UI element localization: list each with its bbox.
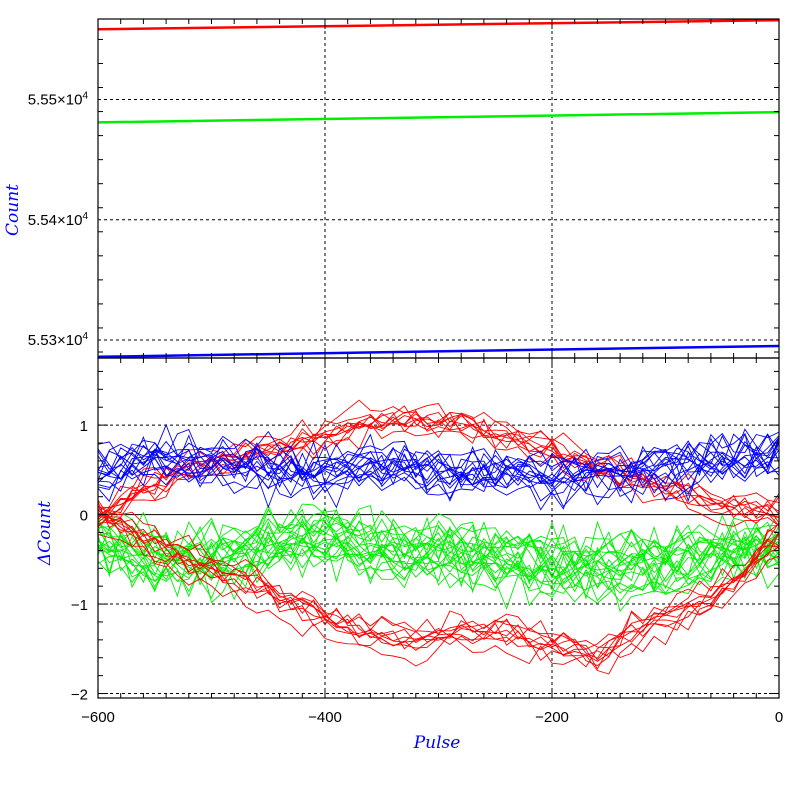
trace-line <box>98 429 779 485</box>
trace-line <box>98 434 779 493</box>
x-tick-label: −600 <box>81 709 115 726</box>
y-tick-exponent: 4 <box>82 211 88 222</box>
y-tick-exponent: 4 <box>82 331 88 342</box>
trace-line <box>98 526 779 600</box>
trace-line <box>98 433 779 484</box>
x-tick-label: −400 <box>308 709 342 726</box>
y-tick-label: −1 <box>71 597 88 614</box>
bottom-panel: −2 −1 0 1 <box>71 357 780 704</box>
y-tick-label: 5.53×104 <box>28 331 89 349</box>
trace-line <box>98 411 779 518</box>
y-tick-label: 5.55×104 <box>28 91 89 109</box>
y-tick-exponent: 4 <box>82 91 88 102</box>
trace-line <box>98 533 779 675</box>
trace-line <box>98 523 779 593</box>
series-line <box>97 110 780 124</box>
y-tick-mantissa: 5.53×10 <box>28 332 83 349</box>
trace-line <box>98 423 779 481</box>
x-tick-label: 0 <box>775 709 783 726</box>
x-axis: −600 −400 −200 0 <box>81 19 783 726</box>
trace-line <box>98 412 779 524</box>
top-y-axis-title: Count <box>3 184 23 236</box>
trace-layer <box>98 399 779 675</box>
trace-line <box>98 508 779 591</box>
trace-line <box>98 509 779 668</box>
trace-line <box>98 524 779 593</box>
trace-line <box>98 540 779 607</box>
trace-line <box>98 508 779 661</box>
trace-line <box>98 534 779 603</box>
y-tick-label: 5.54×104 <box>28 211 89 229</box>
trace-line <box>98 505 779 650</box>
y-tick-mantissa: 5.55×10 <box>28 92 83 109</box>
x-tick-label: −200 <box>535 709 569 726</box>
trace-line <box>98 399 779 511</box>
trace-line <box>98 435 779 489</box>
trace-line <box>98 437 779 500</box>
y-tick-label: −2 <box>71 687 88 704</box>
x-axis-title: Pulse <box>413 733 461 753</box>
trace-line <box>98 506 779 659</box>
trace-line <box>98 433 779 489</box>
trace-line <box>98 510 779 579</box>
trace-line <box>98 533 779 593</box>
bottom-y-axis-title: ΔCount <box>35 501 55 566</box>
plot-frame <box>97 18 780 359</box>
y-tick-label: 1 <box>80 418 88 435</box>
trace-line <box>98 512 779 662</box>
y-tick-label: 0 <box>80 508 88 525</box>
trace-line <box>98 521 779 658</box>
trace-line <box>98 442 779 495</box>
trace-line <box>98 513 779 649</box>
trace-line <box>98 504 779 572</box>
trace-line <box>98 432 779 496</box>
trace-line <box>98 499 779 667</box>
y-tick-mantissa: 5.54×10 <box>28 212 83 229</box>
trace-line <box>98 456 779 508</box>
